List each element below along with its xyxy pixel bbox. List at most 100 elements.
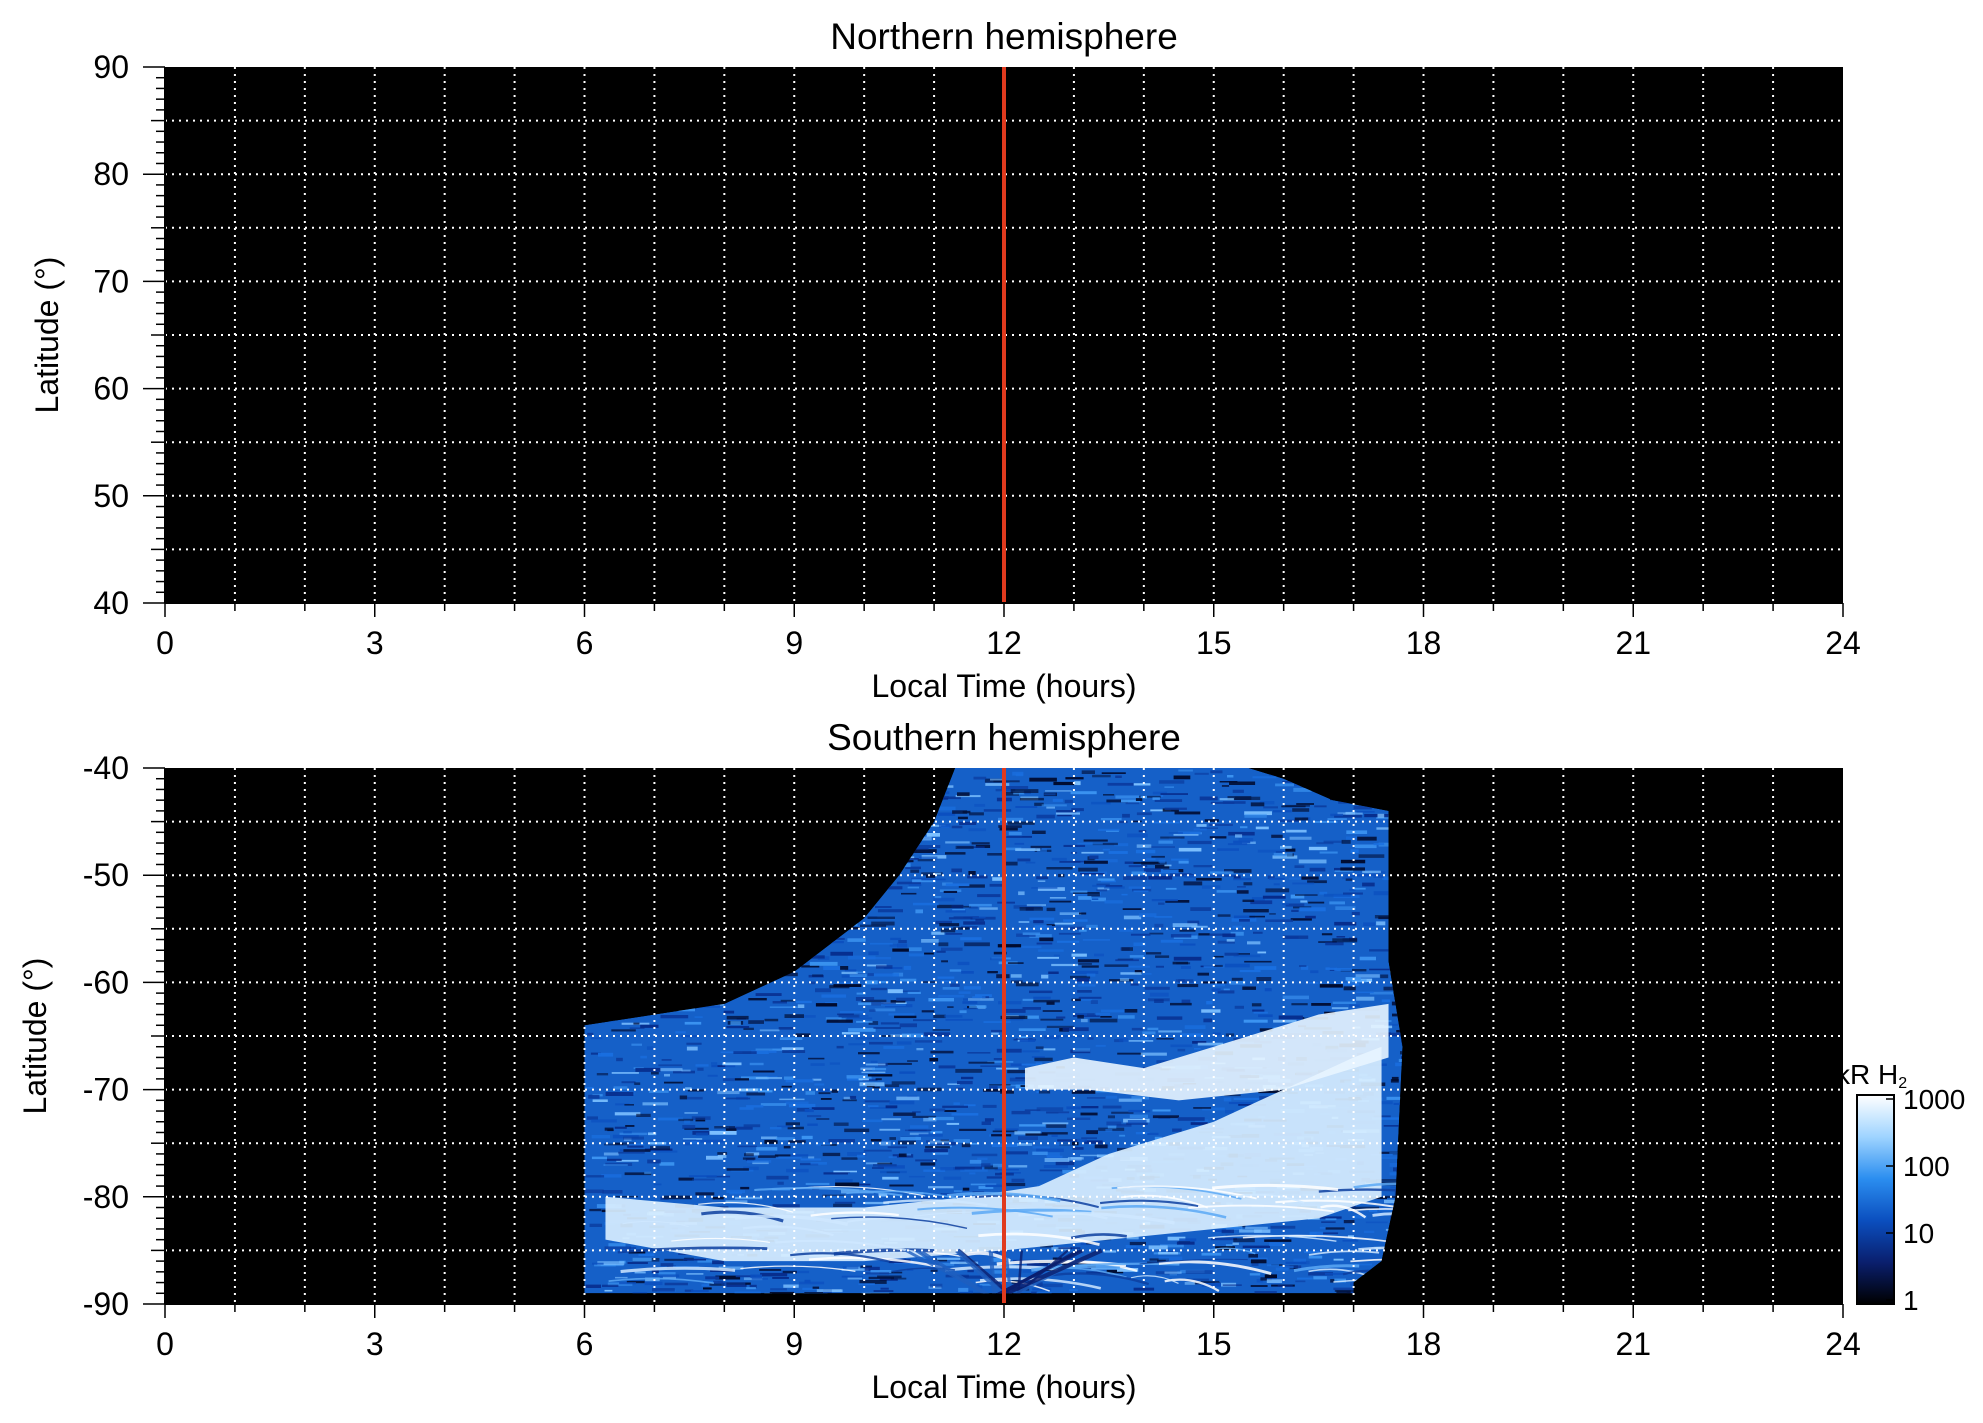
emission-speck — [1022, 1270, 1032, 1273]
emission-speck — [951, 868, 963, 873]
x-tick-label: 18 — [1406, 1326, 1442, 1362]
emission-speck — [1165, 887, 1177, 890]
emission-speck — [1200, 1280, 1220, 1283]
emission-speck — [1049, 897, 1067, 899]
emission-speck — [1340, 867, 1365, 871]
emission-speck — [943, 890, 958, 893]
emission-speck — [942, 1105, 968, 1108]
emission-speck — [681, 1035, 699, 1038]
emission-speck — [1032, 1288, 1052, 1291]
emission-speck — [679, 1095, 688, 1100]
emission-speck — [994, 1128, 1019, 1131]
emission-speck — [1024, 928, 1049, 931]
emission-speck — [1091, 898, 1099, 900]
emission-speck — [1022, 998, 1034, 1001]
polar-streak — [622, 1220, 689, 1228]
emission-speck — [1299, 965, 1307, 967]
emission-speck — [911, 877, 928, 880]
emission-speck — [589, 1223, 603, 1227]
emission-speck — [1173, 956, 1202, 961]
emission-speck — [1292, 882, 1315, 885]
emission-speck — [799, 1281, 825, 1285]
emission-speck — [1376, 827, 1394, 830]
emission-speck — [683, 1142, 692, 1146]
emission-speck — [1324, 1272, 1348, 1275]
emission-speck — [1152, 797, 1160, 800]
emission-speck — [651, 1270, 659, 1273]
emission-speck — [991, 1032, 999, 1035]
emission-speck — [938, 1065, 956, 1069]
polar-streak — [1051, 1272, 1150, 1286]
emission-speck — [872, 1086, 880, 1089]
emission-speck — [640, 1055, 647, 1059]
emission-speck — [938, 994, 965, 998]
emission-speck — [1071, 998, 1081, 1002]
emission-speck — [1193, 865, 1213, 868]
emission-speck — [1363, 922, 1376, 927]
emission-speck — [1144, 986, 1170, 990]
emission-speck — [1097, 828, 1120, 831]
colorbar-title-subscript: 2 — [1898, 1075, 1907, 1092]
emission-speck — [810, 1063, 825, 1066]
emission-speck — [877, 1165, 905, 1169]
emission-speck — [941, 980, 954, 982]
emission-speck — [808, 981, 815, 985]
emission-speck — [997, 944, 1022, 948]
emission-speck — [875, 1078, 882, 1081]
emission-speck — [1299, 907, 1326, 912]
emission-speck — [1267, 1277, 1277, 1280]
emission-speck — [921, 835, 930, 838]
emission-speck — [1349, 1004, 1360, 1007]
emission-speck — [889, 1137, 896, 1140]
emission-speck — [874, 1008, 896, 1012]
emission-speck — [660, 1015, 689, 1019]
emission-speck — [1086, 924, 1098, 928]
emission-speck — [1029, 917, 1055, 921]
emission-speck — [1293, 787, 1312, 792]
emission-speck — [658, 1272, 676, 1276]
emission-speck — [623, 1149, 651, 1152]
emission-speck — [933, 1014, 946, 1019]
emission-speck — [611, 1029, 636, 1032]
emission-speck — [1037, 887, 1065, 891]
emission-speck — [895, 990, 920, 992]
emission-speck — [1333, 1258, 1344, 1261]
emission-speck — [1353, 887, 1366, 890]
emission-speck — [844, 1128, 870, 1133]
emission-speck — [930, 1283, 943, 1288]
emission-speck — [1003, 847, 1022, 851]
emission-speck — [633, 1022, 640, 1025]
emission-speck — [839, 1010, 864, 1014]
emission-speck — [1342, 1239, 1359, 1242]
emission-speck — [691, 1140, 701, 1145]
polar-streak — [754, 1187, 903, 1197]
x-tick-label: 21 — [1615, 625, 1651, 661]
emission-speck — [722, 1078, 735, 1082]
emission-speck — [909, 1192, 924, 1195]
emission-speck — [1248, 1254, 1258, 1258]
emission-speck — [800, 1158, 822, 1161]
emission-speck — [1158, 902, 1165, 905]
emission-speck — [870, 1139, 882, 1142]
emission-speck — [990, 957, 1006, 961]
emission-speck — [1094, 1144, 1108, 1149]
emission-speck — [686, 1273, 704, 1275]
emission-speck — [746, 1287, 756, 1290]
emission-speck — [772, 1204, 800, 1208]
emission-speck — [1131, 1247, 1138, 1252]
emission-speck — [650, 1146, 670, 1150]
emission-speck — [836, 1045, 844, 1049]
emission-speck — [1018, 1136, 1038, 1140]
emission-speck — [855, 971, 866, 974]
emission-speck — [1321, 933, 1333, 936]
emission-speck — [1011, 980, 1023, 983]
emission-speck — [1384, 1023, 1399, 1026]
emission-speck — [1129, 1114, 1148, 1118]
emission-speck — [1119, 1037, 1129, 1042]
emission-speck — [1178, 979, 1194, 983]
emission-speck — [941, 947, 963, 951]
emission-speck — [984, 1118, 994, 1122]
emission-speck — [749, 1062, 764, 1066]
emission-speck — [1105, 885, 1123, 888]
emission-speck — [1383, 1125, 1400, 1127]
